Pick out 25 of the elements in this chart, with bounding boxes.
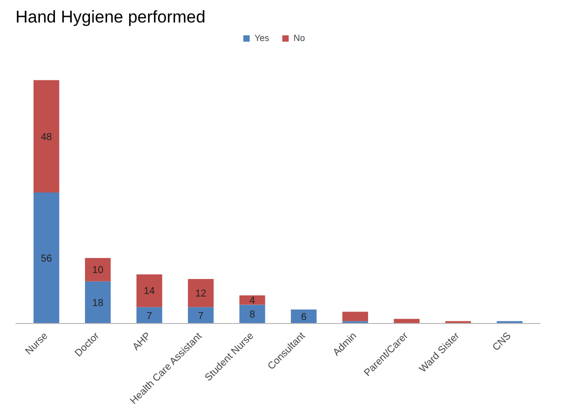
bar bbox=[84, 258, 111, 282]
data-label: 8 bbox=[249, 310, 256, 321]
bar bbox=[34, 192, 60, 324]
data-label: 7 bbox=[198, 310, 204, 322]
bar bbox=[342, 312, 368, 322]
legend-label: Yes bbox=[254, 33, 270, 43]
legend-label: No bbox=[294, 33, 306, 43]
chart-title: Hand Hygiene performed bbox=[16, 8, 206, 26]
data-label: 4 bbox=[249, 296, 256, 307]
data-label: 6 bbox=[300, 312, 307, 323]
bar bbox=[84, 281, 111, 324]
data-label: 14 bbox=[144, 286, 156, 298]
data-label: 10 bbox=[92, 265, 104, 276]
data-label: 48 bbox=[40, 132, 52, 143]
bar bbox=[239, 304, 266, 324]
bar bbox=[188, 279, 214, 308]
bar bbox=[239, 295, 266, 305]
bar bbox=[34, 80, 60, 192]
data-label: 12 bbox=[195, 288, 207, 300]
bar bbox=[136, 307, 162, 324]
data-label: 7 bbox=[146, 310, 153, 322]
bar bbox=[136, 274, 162, 308]
data-label: 18 bbox=[92, 298, 104, 309]
bar bbox=[188, 307, 214, 324]
data-label: 56 bbox=[40, 253, 52, 264]
